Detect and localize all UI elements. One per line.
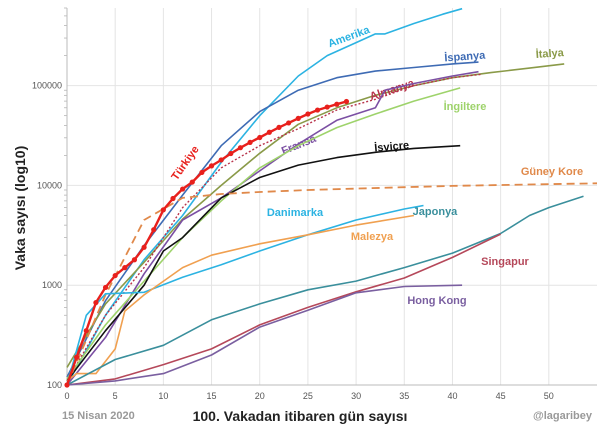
series-label-güney-kore: Güney Kore [521, 166, 583, 178]
data-point-türkiye [257, 134, 263, 141]
series-line-japonya [66, 195, 584, 386]
data-point-türkiye [305, 111, 311, 117]
x-tick-label: 30 [351, 391, 361, 401]
series-line-hong-kong [66, 284, 463, 386]
data-point-türkiye [228, 150, 234, 157]
x-tick-label: 15 [207, 391, 217, 401]
data-point-türkiye [218, 157, 224, 163]
series-label-i̇spanya: İspanya [444, 49, 487, 65]
data-point-türkiye [170, 195, 176, 202]
data-point-türkiye [314, 107, 321, 113]
series-label-i̇ngiltere: İngiltere [444, 100, 487, 113]
series-label-danimarka: Danimarka [267, 207, 324, 219]
series-line-singapur [66, 233, 501, 386]
date-note: 15 Nisan 2020 [62, 410, 135, 422]
data-point-türkiye [343, 98, 350, 105]
series-label-i̇sviçre: İsviçre [374, 139, 410, 155]
series-label-malezya: Malezya [351, 231, 394, 243]
x-axis-label: 100. Vakadan itibaren gün sayısı [192, 408, 408, 424]
data-point-türkiye [276, 124, 282, 130]
series-line-danimarka [66, 204, 424, 386]
credit-note: @lagaribey [532, 410, 592, 422]
data-point-türkiye [93, 299, 99, 306]
data-point-türkiye [199, 169, 205, 176]
y-tick-label: 1000 [42, 280, 62, 290]
series-label-singapur: Singapur [481, 256, 529, 268]
data-point-türkiye [83, 328, 89, 334]
data-point-türkiye [324, 104, 330, 110]
series-line-i̇talya [66, 63, 565, 368]
data-point-türkiye [286, 120, 292, 126]
data-point-türkiye [334, 101, 340, 107]
data-point-türkiye [160, 207, 166, 213]
series-line-malezya [66, 214, 415, 382]
x-tick-label: 35 [399, 391, 409, 401]
data-point-türkiye [112, 272, 118, 279]
data-point-türkiye [102, 284, 109, 291]
y-axis-label: Vaka sayısı (log10) [12, 145, 28, 271]
y-tick-label: 10000 [37, 180, 62, 190]
x-tick-label: 0 [64, 391, 69, 401]
x-tick-label: 40 [447, 391, 457, 401]
data-point-türkiye [131, 257, 138, 263]
x-tick-label: 25 [303, 391, 313, 401]
series-line-i̇sviçre [66, 144, 461, 382]
data-point-türkiye [266, 129, 272, 135]
series-label-japonya: Japonya [413, 206, 459, 218]
series-line-i̇spanya [66, 61, 479, 378]
data-point-türkiye [64, 382, 70, 388]
series-line-i̇ngiltere [66, 87, 461, 380]
data-point-türkiye [74, 354, 80, 360]
series-line-fransa [66, 70, 479, 386]
data-point-türkiye [189, 179, 195, 185]
data-point-türkiye [122, 265, 128, 271]
data-point-türkiye [247, 139, 253, 145]
data-point-türkiye [295, 115, 301, 121]
series-line-amerika [66, 7, 463, 386]
x-tick-label: 5 [113, 391, 118, 401]
data-point-türkiye [151, 227, 157, 233]
y-tick-label: 100 [47, 380, 62, 390]
data-point-türkiye [180, 186, 186, 192]
y-tick-label: 100000 [32, 81, 62, 91]
data-point-türkiye [208, 163, 215, 169]
series-label-i̇talya: İtalya [535, 46, 565, 61]
data-point-türkiye [237, 145, 244, 151]
series-label-hong-kong: Hong Kong [407, 295, 466, 307]
x-tick-label: 50 [544, 391, 554, 401]
series-line-güney-kore [66, 182, 598, 386]
data-point-türkiye [141, 244, 147, 250]
series-label-almanya: Almanya [368, 77, 416, 103]
x-tick-label: 10 [158, 391, 168, 401]
x-tick-label: 45 [496, 391, 506, 401]
series-line-almanya [66, 73, 482, 382]
x-tick-label: 20 [255, 391, 265, 401]
